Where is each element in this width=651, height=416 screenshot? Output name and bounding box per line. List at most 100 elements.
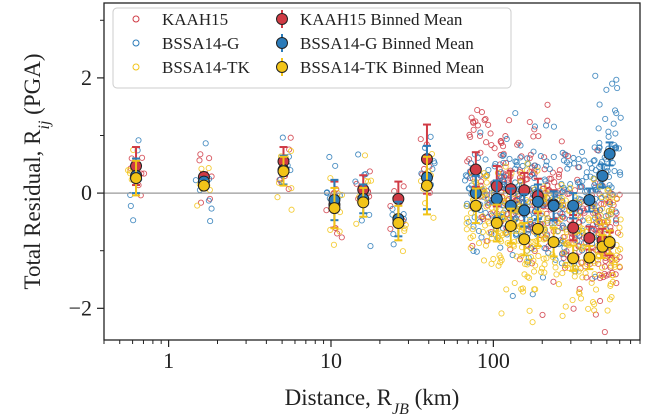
scatter-point — [367, 243, 374, 250]
scatter-point — [576, 178, 583, 185]
scatter-point — [598, 264, 606, 271]
scatter-point — [571, 273, 578, 280]
legend: KAAH15 BSSA14-G BSSA14-TK KAAH15 Binned Mea… — [112, 7, 512, 89]
binned-mean-point — [469, 163, 482, 176]
scatter-point — [488, 212, 495, 219]
scatter-point — [604, 217, 611, 224]
scatter-point — [479, 213, 486, 220]
scatter-point — [417, 136, 424, 143]
scatter-point — [612, 271, 619, 278]
scatter-point — [592, 72, 599, 79]
scatter-point — [595, 125, 602, 132]
scatter-point — [510, 241, 517, 248]
scatter-point — [590, 176, 597, 183]
scatter-point — [594, 257, 601, 264]
scatter-point — [197, 199, 205, 206]
binned-mean-point — [490, 217, 503, 230]
scatter-point — [537, 153, 544, 160]
scatter-point — [327, 175, 334, 182]
scatter-point — [202, 140, 209, 147]
binned-mean-point — [567, 199, 580, 212]
legend-handle — [132, 15, 140, 23]
legend-label: BSSA14-G Binned Mean — [300, 34, 474, 53]
legend-handle — [276, 61, 288, 73]
scatter-point — [513, 253, 520, 260]
scatter-point — [480, 257, 488, 264]
scatter-point — [516, 256, 523, 263]
scatter-point — [288, 206, 295, 213]
scatter-point — [488, 235, 495, 242]
scatter-point — [461, 177, 469, 184]
binned-mean-point — [603, 236, 616, 249]
scatter-point — [496, 252, 503, 259]
scatter-point — [613, 76, 620, 83]
scatter-point — [582, 270, 589, 277]
scatter-point — [560, 157, 567, 164]
scatter-point — [387, 225, 394, 232]
binned-mean-point — [583, 232, 596, 245]
scatter-point — [127, 202, 134, 209]
scatter-point — [588, 279, 595, 286]
binned-means — [130, 123, 616, 272]
scatter-point — [577, 265, 584, 272]
scatter-point — [474, 122, 481, 129]
scatter-point — [542, 189, 549, 196]
scatter-point — [601, 263, 608, 270]
scatter-point — [603, 86, 610, 93]
binned-mean-point — [567, 221, 580, 234]
scatter-point — [583, 169, 590, 176]
scatter-point — [533, 237, 540, 245]
scatter-point — [497, 169, 504, 176]
scatter-point — [483, 195, 490, 202]
scatter-point — [591, 271, 598, 278]
binned-mean-point — [567, 252, 580, 265]
scatter-point — [554, 228, 561, 235]
scatter-point — [482, 115, 489, 123]
legend-handle — [276, 13, 288, 25]
scatter-point — [575, 156, 582, 163]
scatter-point — [600, 218, 608, 225]
scatter-point — [194, 202, 201, 209]
scatter-point — [540, 255, 547, 262]
scatter-point — [544, 181, 551, 188]
scatter-point — [592, 167, 599, 174]
scatter-point — [471, 178, 478, 185]
scatter-point — [598, 272, 605, 279]
scatter-point — [207, 218, 214, 225]
scatter-point — [326, 153, 333, 161]
binned-mean-point — [547, 236, 560, 249]
scatter-point — [597, 212, 604, 219]
scatter-point — [401, 227, 408, 234]
scatter-point — [512, 158, 519, 165]
scatter-point — [205, 165, 212, 172]
binned-mean-point — [420, 179, 433, 192]
scatter-point — [470, 118, 477, 125]
scatter-point — [562, 197, 569, 204]
scatter-point — [511, 238, 518, 245]
scatter-point — [599, 205, 606, 212]
scatter-point — [552, 264, 559, 271]
scatter-point — [577, 295, 585, 302]
scatter-point — [467, 133, 474, 141]
scatter-point — [526, 274, 533, 281]
scatter-point — [576, 164, 583, 171]
scatter-point — [595, 260, 602, 267]
scatter-point — [500, 143, 507, 150]
scatter-point — [526, 155, 533, 162]
scatter-point — [540, 236, 547, 243]
scatter-point — [358, 217, 365, 224]
scatter-point — [500, 152, 507, 159]
scatter-point — [389, 205, 396, 212]
scatter-point — [502, 230, 509, 237]
scatter-point — [613, 252, 620, 259]
scatter-point — [617, 114, 624, 121]
scatter-point — [562, 262, 569, 269]
scatter-point — [605, 271, 613, 278]
scatter-point — [575, 289, 582, 296]
scatter-point — [607, 208, 615, 215]
scatter-point — [503, 135, 510, 143]
scatter-point — [353, 220, 360, 227]
scatter-point — [519, 285, 526, 292]
binned-mean-point — [583, 194, 596, 207]
